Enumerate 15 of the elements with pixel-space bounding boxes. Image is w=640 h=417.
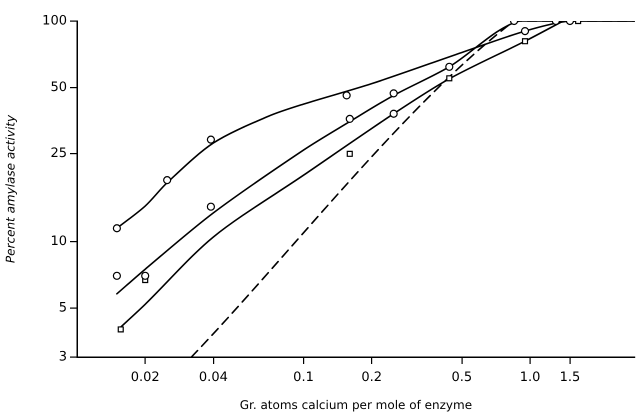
x-tick-label: 1.5 — [560, 370, 580, 386]
x-tick-label: 0.04 — [198, 370, 228, 386]
x-tick-label: 0.5 — [452, 370, 472, 386]
y-tick-label: 10 — [50, 234, 67, 250]
y-tick-label: 25 — [50, 146, 67, 162]
x-axis-title: Gr. atoms calcium per mole of enzyme — [240, 398, 472, 412]
y-tick-label: 100 — [42, 13, 67, 28]
y-tick-label: 3 — [58, 349, 67, 364]
x-tick-label: 0.02 — [130, 370, 160, 386]
y-tick-label: 5 — [58, 300, 67, 316]
y-tick-label: 50 — [50, 80, 67, 95]
x-tick-label: 1.0 — [520, 370, 540, 386]
x-tick-label: 0.2 — [361, 370, 382, 386]
y-axis-title: Percent amylase activity — [3, 114, 18, 264]
x-tick-label: 0.1 — [293, 370, 314, 386]
